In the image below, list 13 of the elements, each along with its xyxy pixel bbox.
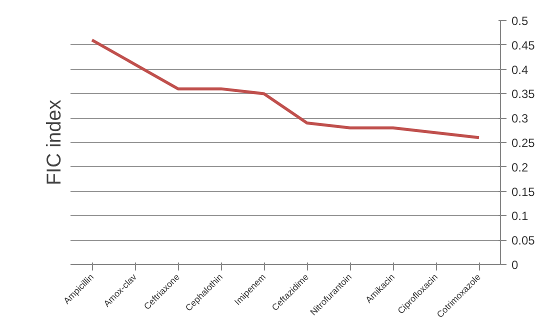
y-tick-label: 0.2 (512, 160, 529, 174)
y-axis-title: FIC index (44, 100, 66, 186)
y-tick-label: 0.45 (512, 38, 536, 52)
y-tick-label: 0 (512, 258, 518, 272)
y-tick-label: 0.25 (512, 136, 536, 150)
y-tick-label: 0.4 (512, 62, 529, 77)
line-series (90, 38, 480, 140)
y-tick-label: 0.35 (512, 87, 536, 102)
y-tick-label: 0.15 (512, 184, 536, 199)
y-tick-label: 0.05 (512, 234, 536, 248)
y-tick-label: 0.5 (512, 14, 529, 28)
y-tick-label: 0.1 (512, 209, 529, 224)
y-tick-label: 0.3 (512, 112, 529, 126)
